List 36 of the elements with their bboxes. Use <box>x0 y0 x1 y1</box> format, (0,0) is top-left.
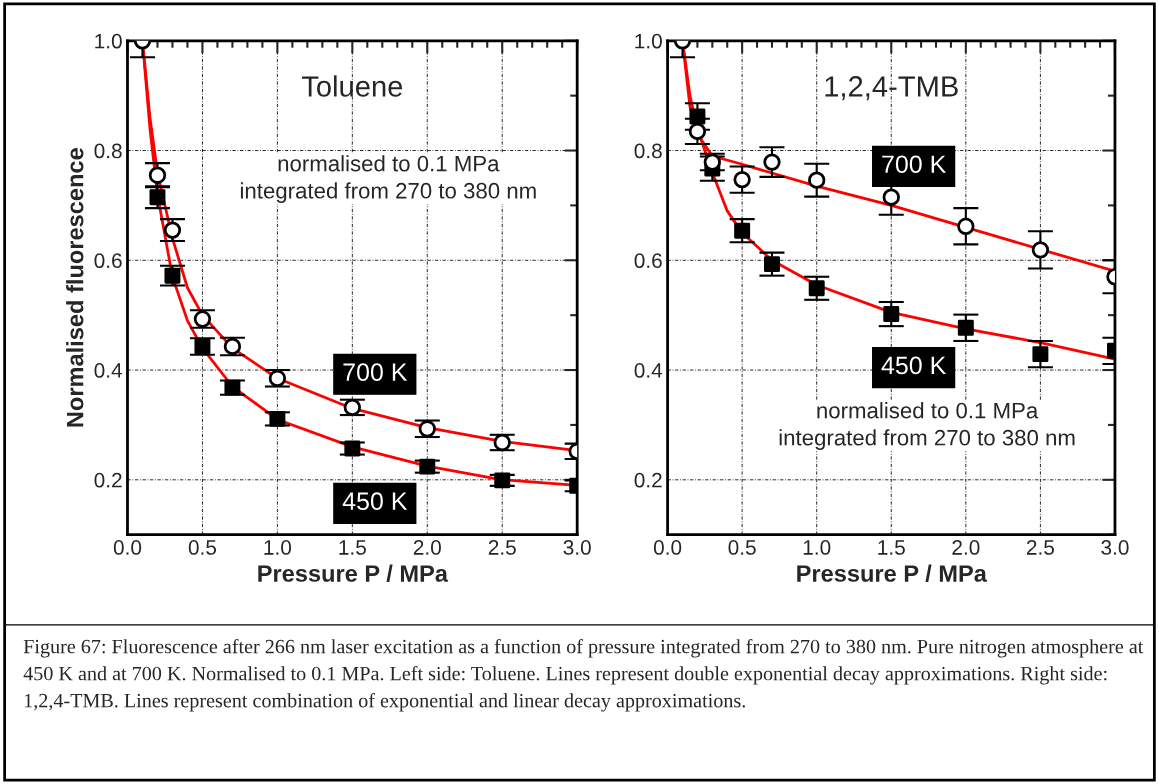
y-tick-label: 0.2 <box>94 472 122 488</box>
series-label: 700 K <box>882 155 947 174</box>
x-tick-label: 0.0 <box>653 540 682 555</box>
y-tick-label: 1.0 <box>635 33 662 49</box>
annotation: 1,2,4-TMB <box>825 76 958 101</box>
x-tick-label: 3.0 <box>563 540 591 555</box>
series-label: 450 K <box>881 356 947 375</box>
x-tick-label: 1.5 <box>878 540 905 555</box>
annotation: Toluene <box>301 75 403 97</box>
x-axis-title: Pressure P / MPa <box>797 564 988 583</box>
y-tick-label: 0.6 <box>94 253 122 269</box>
x-tick-label: 2.5 <box>488 540 516 555</box>
x-tick-label: 0.5 <box>728 540 756 555</box>
x-axis-title: Pressure P / MPa <box>258 564 449 583</box>
annotation: normalised to 0.1 MPa integrated from 270 to 380 nm <box>779 402 1075 450</box>
y-tick-label: 1.0 <box>95 33 122 49</box>
x-tick-label: 2.5 <box>1026 540 1054 555</box>
series-label: 700 K <box>343 363 408 381</box>
y-tick-label: 0.4 <box>634 363 663 378</box>
y-tick-label: 0.8 <box>94 143 122 159</box>
annotation: normalised to 0.1 MPa integrated from 270 to 380 nm <box>240 155 536 203</box>
series-label: 450 K <box>342 492 408 511</box>
y-tick-label: 0.4 <box>94 363 123 378</box>
x-tick-label: 1.0 <box>264 540 292 555</box>
caption: Figure 67: Fluorescence after 266 nm laser excitation as a function of pressure integrated from 270 to 380 nm. Pure nitrogen atmosphere at 450 K and at 700 K. Normalised to 0.1 MPa. Left side: Toluene. Lines represent double exponential decay approximations. Right side: 1,2,4-TMB. Lines represent combination of exponential and linear decay approximations. <box>23 638 1144 712</box>
y-tick-label: 0.8 <box>634 143 662 159</box>
x-tick-label: 1.5 <box>339 540 366 555</box>
x-tick-label: 2.0 <box>413 540 441 555</box>
y-tick-label: 0.2 <box>634 472 662 488</box>
x-tick-label: 1.0 <box>803 540 831 555</box>
x-tick-label: 3.0 <box>1101 540 1129 555</box>
x-tick-label: 0.5 <box>188 540 217 555</box>
y-tick-label: 0.6 <box>634 253 662 269</box>
y-axis-title: Normalised fluorescence <box>66 148 84 427</box>
x-tick-label: 2.0 <box>952 540 980 555</box>
x-tick-label: 0.0 <box>113 540 142 555</box>
